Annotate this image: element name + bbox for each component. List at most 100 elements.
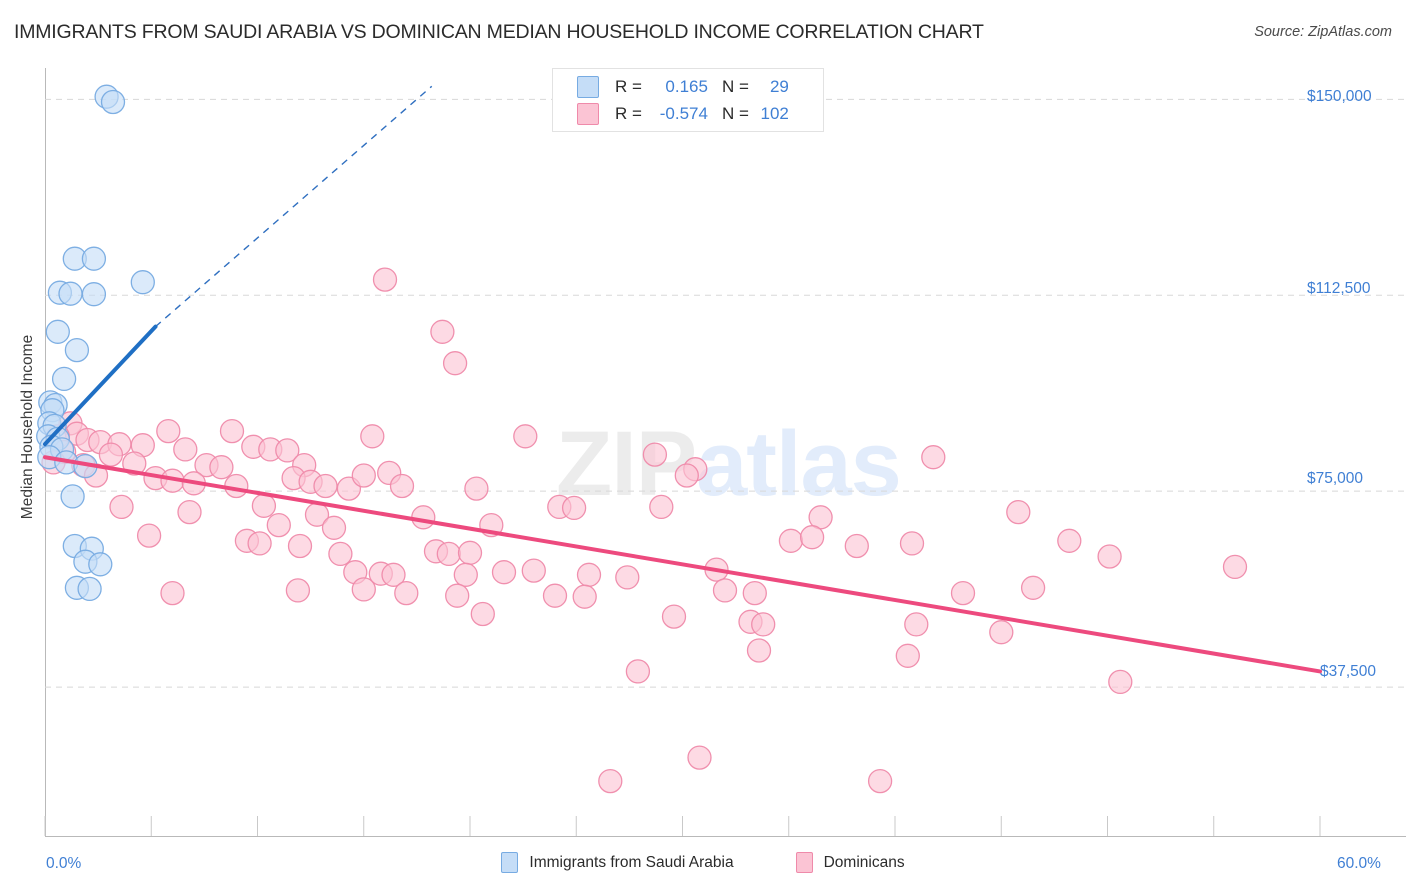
scatter-point xyxy=(712,578,738,603)
scatter-point xyxy=(1222,554,1248,580)
scatter-point xyxy=(45,319,70,344)
scatter-point xyxy=(51,366,77,392)
scatter-point xyxy=(642,442,668,467)
scatter-point xyxy=(436,541,461,567)
series-legend-swatch-saudi-icon xyxy=(501,852,519,873)
legend-r-value-dominicans: -0.574 xyxy=(659,104,708,123)
scatter-point xyxy=(247,531,272,556)
scatter-series-saudi xyxy=(36,84,155,602)
scatter-point xyxy=(275,438,300,463)
y-tick-label-0: $150,000 xyxy=(1307,88,1372,105)
y-tick-label-1: $112,500 xyxy=(1307,280,1371,297)
scatter-point xyxy=(351,463,376,488)
series-legend-item-dominicans[interactable]: Dominicans xyxy=(795,852,905,873)
legend-r-value-saudi: 0.165 xyxy=(665,77,708,96)
scatter-point xyxy=(470,601,495,627)
scatter-point xyxy=(1097,544,1122,569)
y-tick-label-2: $75,000 xyxy=(1307,470,1364,487)
scatter-point xyxy=(598,768,623,794)
scatter-point xyxy=(209,455,234,480)
scatter-point xyxy=(1108,669,1133,695)
scatter-point xyxy=(100,89,126,115)
legend-n-label-saudi: N = xyxy=(721,77,749,96)
scatter-point xyxy=(160,580,185,606)
scatter-point xyxy=(687,745,712,770)
legend-row-saudi: R = 0.165 N = 29 xyxy=(553,73,823,101)
scatter-point xyxy=(156,418,181,444)
scatter-point xyxy=(64,337,90,363)
scatter-point xyxy=(430,319,455,344)
scatter-point xyxy=(751,612,776,637)
scatter-point xyxy=(389,473,415,499)
series-legend: Immigrants from Saudi Arabia Dominicans xyxy=(0,852,1406,873)
scatter-series-dominicans xyxy=(41,267,1248,794)
scatter-point xyxy=(81,282,107,307)
series-legend-swatch-dominicans-icon xyxy=(795,852,813,873)
scatter-point xyxy=(394,580,419,606)
series-legend-label-saudi: Immigrants from Saudi Arabia xyxy=(529,853,734,871)
scatter-point xyxy=(950,580,976,606)
source-attribution: Source: ZipAtlas.com xyxy=(1254,24,1392,40)
scatter-point xyxy=(576,562,602,587)
scatter-point xyxy=(219,418,245,444)
scatter-point xyxy=(904,612,929,637)
scatter-point xyxy=(521,558,546,583)
trendline-saudi xyxy=(43,324,158,447)
scatter-point xyxy=(1057,528,1082,553)
scatter-point xyxy=(799,525,825,550)
scatter-point xyxy=(360,424,385,449)
scatter-point xyxy=(98,442,124,467)
scatter-point xyxy=(649,494,674,520)
scatter-point xyxy=(899,531,925,556)
scatter-point xyxy=(173,437,198,462)
legend-row-dominicans: R = -0.574 N = 102 xyxy=(553,100,823,128)
scatter-point xyxy=(130,270,155,295)
correlation-legend-box: R = 0.165 N = 29 R = -0.574 N = 102 xyxy=(552,68,824,132)
legend-swatch-saudi-icon xyxy=(577,76,599,98)
scatter-point xyxy=(453,562,478,587)
scatter-point xyxy=(561,495,587,521)
scatter-point xyxy=(895,643,920,668)
scatter-point xyxy=(109,494,134,520)
scatter-point xyxy=(442,351,468,376)
scatter-point xyxy=(328,541,353,567)
scatter-point xyxy=(615,565,640,590)
legend-r-label-saudi: R = xyxy=(615,77,642,96)
scatter-point xyxy=(351,577,376,602)
y-tick-label-3: $37,500 xyxy=(1320,663,1377,680)
scatter-point xyxy=(445,583,470,608)
scatter-point xyxy=(77,576,102,602)
scatter-point xyxy=(88,552,113,577)
legend-n-value-saudi: 29 xyxy=(769,77,789,96)
scatter-point xyxy=(542,583,568,608)
scatter-point xyxy=(60,484,85,509)
scatter-point xyxy=(625,659,651,684)
scatter-point xyxy=(661,604,687,629)
scatter-point xyxy=(989,620,1014,645)
series-legend-label-dominicans: Dominicans xyxy=(823,853,905,871)
scatter-point xyxy=(381,562,406,587)
scatter-point xyxy=(58,281,83,306)
scatter-point xyxy=(266,512,291,538)
scatter-point xyxy=(844,533,869,559)
trendline-saudi-dashed xyxy=(155,85,433,328)
x-tick-label-min: 0.0% xyxy=(46,855,82,872)
scatter-point xyxy=(287,533,313,559)
scatter-point xyxy=(742,580,767,606)
trendline-dominicans xyxy=(43,455,1322,674)
series-legend-item-saudi[interactable]: Immigrants from Saudi Arabia xyxy=(501,852,734,873)
x-axis-line xyxy=(45,836,1406,837)
scatter-point xyxy=(457,540,483,565)
scatter-point xyxy=(81,246,107,271)
legend-swatch-dominicans-icon xyxy=(577,103,599,125)
scatter-point xyxy=(1006,499,1031,525)
scatter-point xyxy=(464,476,489,501)
scatter-point xyxy=(372,267,398,292)
scatter-point xyxy=(572,584,597,609)
scatter-point xyxy=(778,528,804,553)
scatter-point xyxy=(513,424,538,449)
scatter-point xyxy=(177,499,202,525)
scatter-point xyxy=(321,515,347,540)
legend-r-label-dominicans: R = xyxy=(615,104,642,123)
